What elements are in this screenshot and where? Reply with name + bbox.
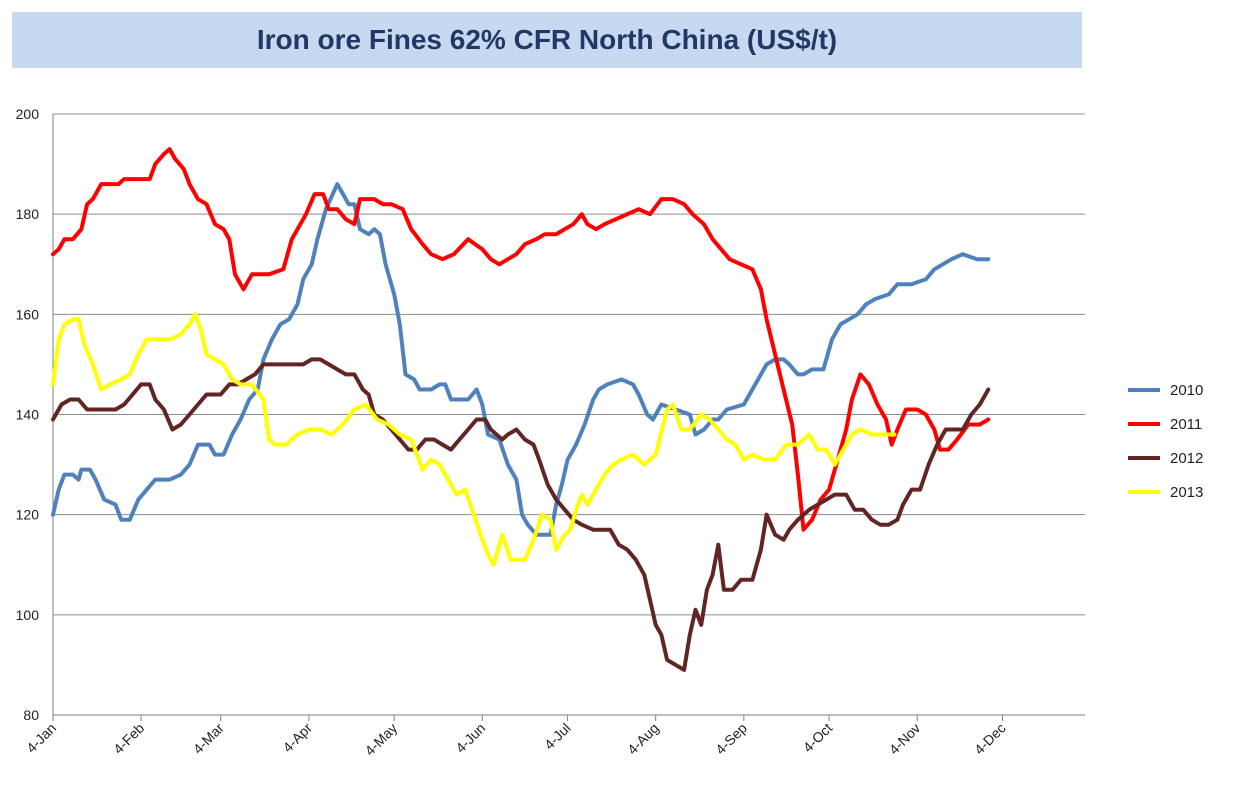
x-tick-label: 4-Jun — [452, 720, 488, 756]
x-tick-label: 4-Oct — [800, 720, 836, 756]
y-tick-label: 160 — [16, 306, 40, 322]
series-line-2012 — [51, 357, 991, 672]
series-line-2013 — [51, 312, 897, 567]
series-line-2011 — [51, 147, 991, 532]
x-tick-label: 4-Feb — [110, 720, 147, 757]
y-tick-label: 140 — [16, 407, 40, 423]
x-tick-label: 4-Jul — [541, 720, 574, 753]
legend: 2010 2011 2012 2013 — [1128, 382, 1203, 501]
legend-label-2011: 2011 — [1170, 416, 1202, 433]
x-tick-label: 4-Sep — [712, 720, 750, 758]
chart-title: Iron ore Fines 62% CFR North China (US$/… — [256, 24, 838, 55]
x-tick-label: 4-Apr — [279, 720, 315, 756]
x-tick-label: 4-Nov — [886, 720, 924, 758]
y-tick-label: 180 — [16, 206, 40, 222]
y-tick-label: 80 — [23, 707, 39, 723]
series-layer — [51, 147, 991, 672]
y-tick-label: 120 — [16, 507, 40, 523]
legend-label-2013: 2013 — [1170, 484, 1203, 501]
x-tick-label: 4-May — [361, 720, 400, 759]
x-tick-label: 4-Aug — [624, 720, 662, 758]
chart-title-bar: Iron ore Fines 62% CFR North China (US$/… — [12, 12, 1082, 68]
legend-label-2012: 2012 — [1170, 450, 1203, 467]
x-tick-label: 4-Dec — [971, 720, 1009, 758]
x-axis-ticks: 4-Jan 4-Feb 4-Mar 4-Apr 4-May 4-Jun 4-Jul 4-Aug… — [23, 715, 1009, 759]
y-tick-label: 100 — [16, 607, 40, 623]
x-tick-label: 4-Mar — [190, 720, 227, 757]
series-line-2010 — [51, 182, 991, 537]
x-tick-label: 4-Jan — [23, 720, 59, 756]
y-axis-ticks: 80 100 120 140 160 180 200 — [16, 106, 40, 723]
legend-label-2010: 2010 — [1170, 382, 1203, 399]
y-tick-label: 200 — [16, 106, 40, 122]
